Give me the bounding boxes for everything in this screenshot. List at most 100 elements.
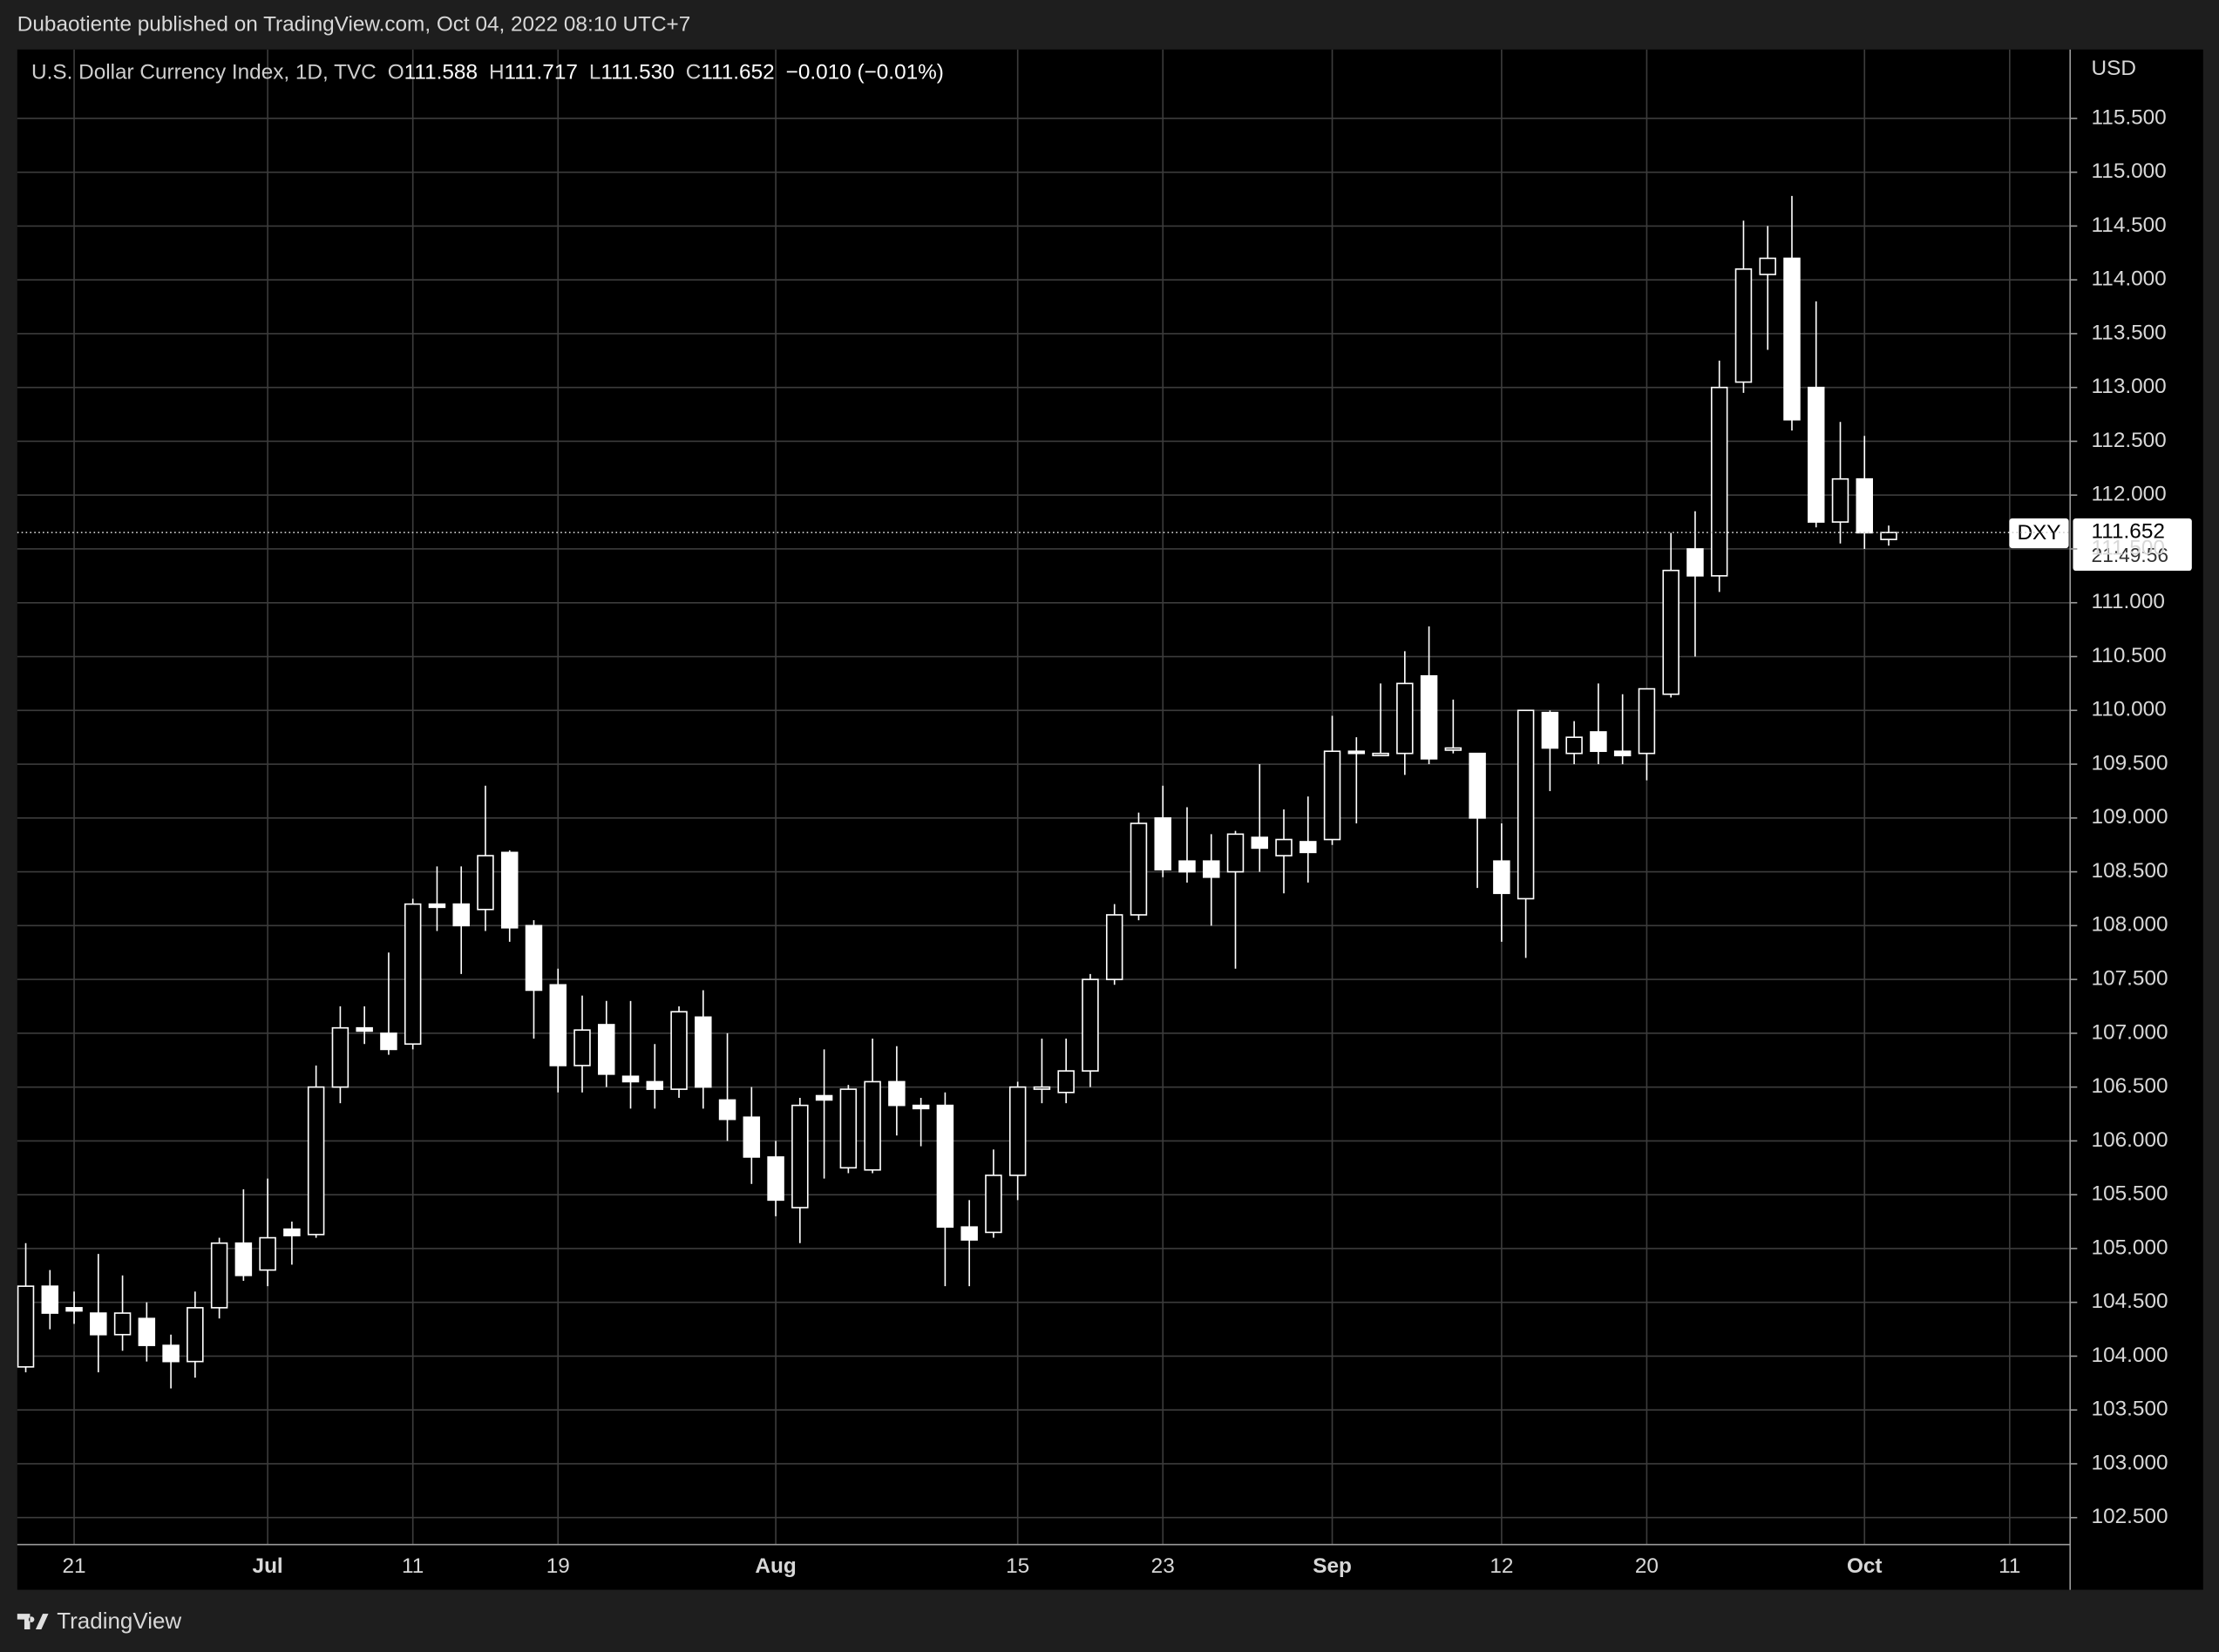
countdown-label: 21:49:56 xyxy=(2092,544,2168,566)
candle-body xyxy=(187,1307,204,1363)
x-tick-label: Sep xyxy=(1313,1554,1352,1578)
grid xyxy=(17,49,2071,1545)
candle-body xyxy=(1541,711,1559,749)
candle-body xyxy=(90,1312,107,1336)
candle-body xyxy=(1008,1086,1027,1176)
candle-body xyxy=(138,1317,156,1346)
y-tick-label: 111.500 xyxy=(2092,536,2165,559)
candle-body xyxy=(1807,386,1825,523)
candle-body xyxy=(65,1307,83,1312)
candle-body xyxy=(1662,569,1680,695)
x-tick-label: 19 xyxy=(546,1554,570,1578)
y-tick-label: 109.000 xyxy=(2092,805,2168,829)
ohlc-value: 111.588 xyxy=(404,61,478,85)
y-tick-label: 114.000 xyxy=(2092,267,2167,291)
candle-body xyxy=(331,1026,349,1088)
candle-body xyxy=(452,903,470,927)
candle-body xyxy=(1130,823,1148,916)
candle-body xyxy=(477,855,494,911)
candle-body xyxy=(1444,747,1462,751)
logo-icon xyxy=(17,1614,49,1630)
candle-body xyxy=(525,924,543,992)
candle-body xyxy=(1347,750,1366,755)
candle-body xyxy=(1831,477,1849,523)
candle-body xyxy=(1638,687,1656,755)
ohlc-key: O xyxy=(388,61,404,85)
symbol-title: U.S. Dollar Currency Index, 1D, TVC xyxy=(31,61,377,85)
candle-body xyxy=(743,1116,761,1158)
candle-body xyxy=(1226,833,1245,873)
candle-body xyxy=(695,1016,712,1088)
x-tick-label: Oct xyxy=(1847,1554,1883,1578)
candle-body xyxy=(1033,1086,1051,1090)
x-tick-label: 21 xyxy=(63,1554,86,1578)
candle-body xyxy=(1178,860,1196,873)
candle-body xyxy=(646,1080,664,1090)
y-tick-label: 111.000 xyxy=(2092,590,2165,613)
candle-body xyxy=(1565,736,1583,755)
candle-body xyxy=(1082,978,1099,1072)
y-tick-label: 107.500 xyxy=(2092,967,2168,991)
candle-body xyxy=(549,984,567,1066)
candle-body xyxy=(815,1094,833,1101)
last-price-label: 111.652 xyxy=(2092,520,2165,544)
y-tick-label: 113.000 xyxy=(2092,375,2167,398)
candle-body xyxy=(500,851,519,929)
y-tick-label: 103.500 xyxy=(2092,1398,2168,1421)
candle-body xyxy=(888,1080,906,1107)
y-tick-label: 109.500 xyxy=(2092,751,2168,775)
y-tick-label: 115.000 xyxy=(2092,159,2167,183)
y-tick-label: 114.500 xyxy=(2092,213,2167,237)
candle-body xyxy=(1300,841,1317,854)
candle-body xyxy=(621,1075,640,1083)
candle-body xyxy=(767,1156,784,1202)
candle-body xyxy=(573,1029,591,1066)
candle-body xyxy=(1057,1070,1075,1093)
chart-area xyxy=(17,49,2203,1590)
y-tick-label: 106.000 xyxy=(2092,1128,2168,1152)
candle-body xyxy=(428,903,446,909)
candle-body xyxy=(718,1099,736,1121)
x-tick-label: Aug xyxy=(755,1554,796,1578)
candle-body xyxy=(1275,838,1293,856)
y-tick-label: 110.000 xyxy=(2092,698,2167,721)
candle-body xyxy=(1590,731,1607,753)
candle-body xyxy=(1105,914,1123,980)
ohlc-key: H xyxy=(489,61,505,85)
candle-body xyxy=(960,1226,978,1241)
candle-body xyxy=(307,1086,325,1236)
y-tick-label: 105.500 xyxy=(2092,1182,2168,1206)
y-tick-label: 104.500 xyxy=(2092,1290,2168,1313)
x-tick-label: 11 xyxy=(402,1554,424,1578)
candle-body xyxy=(1759,257,1776,275)
y-tick-label: 104.000 xyxy=(2092,1344,2168,1367)
candle-body xyxy=(356,1026,373,1032)
y-tick-label: 105.000 xyxy=(2092,1236,2168,1259)
candle-body xyxy=(113,1312,132,1336)
candle-body xyxy=(864,1080,881,1171)
legend: U.S. Dollar Currency Index, 1D, TVC O111.… xyxy=(31,61,944,85)
x-tick-label: 23 xyxy=(1151,1554,1175,1578)
ohlc-value: 111.530 xyxy=(601,61,674,85)
x-tick-label: 15 xyxy=(1006,1554,1029,1578)
x-tick-label: 11 xyxy=(1998,1554,2020,1578)
x-tick-label: Jul xyxy=(253,1554,283,1578)
candle-body xyxy=(670,1011,688,1090)
candle-body xyxy=(1517,709,1535,900)
publisher-header: Dubaotiente published on TradingView.com… xyxy=(17,13,690,37)
candle-body xyxy=(912,1104,930,1110)
candle-body xyxy=(1710,386,1728,577)
y-tick-label: 112.500 xyxy=(2092,429,2167,452)
x-tick-label: 20 xyxy=(1635,1554,1659,1578)
candle-body xyxy=(1783,257,1801,421)
candle-body xyxy=(1372,752,1389,756)
candle-body xyxy=(283,1228,301,1236)
candle-body xyxy=(1251,836,1269,850)
candle-body xyxy=(380,1032,397,1051)
candle-body xyxy=(1734,268,1753,383)
candle-body xyxy=(210,1242,228,1309)
candle-body xyxy=(1420,674,1438,760)
y-tick-label: 108.500 xyxy=(2092,859,2168,883)
